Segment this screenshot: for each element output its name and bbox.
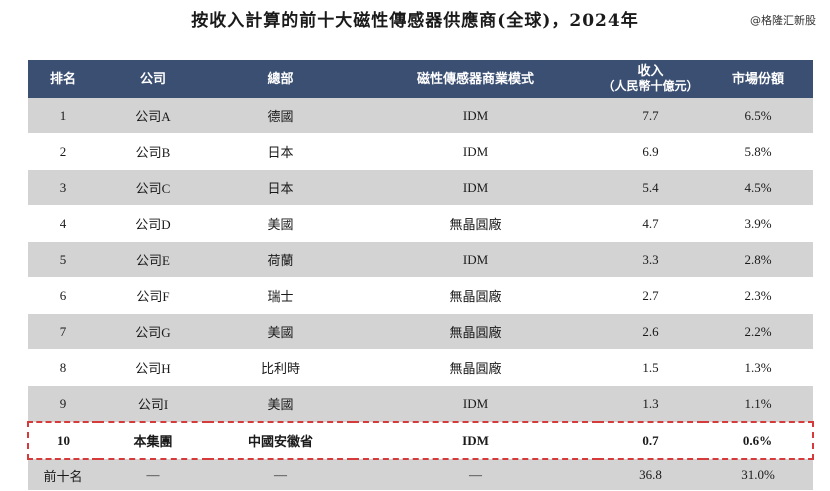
total-cell-share: 31.0% [703, 459, 813, 491]
header-hq: 總部 [208, 60, 353, 98]
cell-share: 1.3% [703, 349, 813, 386]
cell-revenue: 1.5 [598, 349, 703, 386]
cell-company: 公司G [98, 313, 208, 350]
header-revenue: 收入 （人民幣十億元） [598, 60, 703, 98]
supplier-table: 排名 公司 總部 磁性傳感器商業模式 收入 （人民幣十億元） 市場份額 1 公司A… [27, 60, 814, 491]
table-row: 8 公司H 比利時 無晶圓廠 1.5 1.3% [28, 349, 813, 386]
cell-share: 0.6% [703, 421, 814, 460]
table-row: 5 公司E 荷蘭 IDM 3.3 2.8% [28, 241, 813, 278]
cell-share: 2.3% [703, 277, 813, 314]
cell-share: 1.1% [703, 385, 813, 423]
cell-revenue: 0.7 [598, 421, 703, 460]
cell-share: 4.5% [703, 169, 813, 206]
header-business-model: 磁性傳感器商業模式 [353, 60, 598, 98]
page-title: 按收入計算的前十大磁性傳感器供應商(全球)，2024年 [191, 11, 639, 31]
cell-share: 6.5% [703, 98, 813, 134]
cell-revenue: 4.7 [598, 205, 703, 242]
table-row: 4 公司D 美國 無晶圓廠 4.7 3.9% [28, 205, 813, 242]
cell-rank: 4 [28, 205, 98, 242]
cell-revenue: 5.4 [598, 169, 703, 206]
cell-revenue: 2.7 [598, 277, 703, 314]
total-cell-revenue: 36.8 [598, 459, 703, 491]
cell-hq: 美國 [208, 313, 353, 350]
cell-company: 公司C [98, 169, 208, 206]
cell-rank: 8 [28, 349, 98, 386]
cell-hq: 瑞士 [208, 277, 353, 314]
cell-company: 公司E [98, 241, 208, 278]
cell-rank: 3 [28, 169, 98, 206]
cell-revenue: 7.7 [598, 98, 703, 134]
cell-model: IDM [353, 133, 598, 170]
table-row: 9 公司I 美國 IDM 1.3 1.1% [28, 385, 813, 423]
header-revenue-line1: 收入 [637, 64, 664, 79]
cell-share: 2.8% [703, 241, 813, 278]
cell-hq: 荷蘭 [208, 241, 353, 278]
cell-rank: 6 [28, 277, 98, 314]
total-cell-model: — [353, 459, 598, 491]
cell-model: IDM [353, 169, 598, 206]
table-body: 1 公司A 德國 IDM 7.7 6.5% 2 公司B 日本 IDM 6.9 5.8% 3 公司C 日本 ID… [27, 98, 814, 491]
cell-hq: 比利時 [208, 349, 353, 386]
table-row-highlighted: 10 本集團 中國安徽省 IDM 0.7 0.6% [27, 421, 814, 460]
table-row: 3 公司C 日本 IDM 5.4 4.5% [28, 169, 813, 206]
total-cell-hq: — [208, 459, 353, 491]
cell-hq: 美國 [208, 385, 353, 423]
cell-model: 無晶圓廠 [353, 277, 598, 314]
header-market-share: 市場份額 [703, 60, 813, 98]
cell-hq: 中國安徽省 [208, 421, 353, 460]
table-row: 1 公司A 德國 IDM 7.7 6.5% [28, 98, 813, 134]
cell-company: 公司A [98, 98, 208, 134]
header-rank: 排名 [28, 60, 98, 98]
cell-rank: 1 [28, 98, 98, 134]
cell-rank: 10 [27, 421, 98, 460]
cell-company: 公司H [98, 349, 208, 386]
cell-share: 3.9% [703, 205, 813, 242]
cell-company: 公司F [98, 277, 208, 314]
cell-share: 5.8% [703, 133, 813, 170]
cell-company: 公司B [98, 133, 208, 170]
cell-rank: 2 [28, 133, 98, 170]
cell-model: IDM [353, 98, 598, 134]
table-row: 6 公司F 瑞士 無晶圓廠 2.7 2.3% [28, 277, 813, 314]
cell-hq: 德國 [208, 98, 353, 134]
cell-model: 無晶圓廠 [353, 205, 598, 242]
cell-hq: 日本 [208, 169, 353, 206]
header-revenue-line2: （人民幣十億元） [602, 79, 699, 93]
table-header-row: 排名 公司 總部 磁性傳感器商業模式 收入 （人民幣十億元） 市場份額 [28, 60, 813, 98]
table-row: 7 公司G 美國 無晶圓廠 2.6 2.2% [28, 313, 813, 350]
cell-model: 無晶圓廠 [353, 313, 598, 350]
cell-company: 本集團 [98, 421, 208, 460]
table-row: 2 公司B 日本 IDM 6.9 5.8% [28, 133, 813, 170]
cell-share: 2.2% [703, 313, 813, 350]
cell-model: 無晶圓廠 [353, 349, 598, 386]
cell-revenue: 6.9 [598, 133, 703, 170]
cell-rank: 7 [28, 313, 98, 350]
cell-hq: 美國 [208, 205, 353, 242]
cell-revenue: 1.3 [598, 385, 703, 423]
cell-rank: 5 [28, 241, 98, 278]
header-company: 公司 [98, 60, 208, 98]
cell-rank: 9 [28, 385, 98, 423]
cell-model: IDM [353, 241, 598, 278]
cell-model: IDM [353, 385, 598, 423]
watermark: @格隆汇新股 [750, 14, 816, 27]
cell-model: IDM [353, 421, 598, 460]
total-cell-label: 前十名 [28, 459, 98, 491]
total-cell-company: — [98, 459, 208, 491]
cell-hq: 日本 [208, 133, 353, 170]
table-row-total: 前十名 — — —36.8 31.0% [28, 459, 813, 491]
cell-company: 公司D [98, 205, 208, 242]
cell-revenue: 2.6 [598, 313, 703, 350]
cell-company: 公司I [98, 385, 208, 423]
cell-revenue: 3.3 [598, 241, 703, 278]
